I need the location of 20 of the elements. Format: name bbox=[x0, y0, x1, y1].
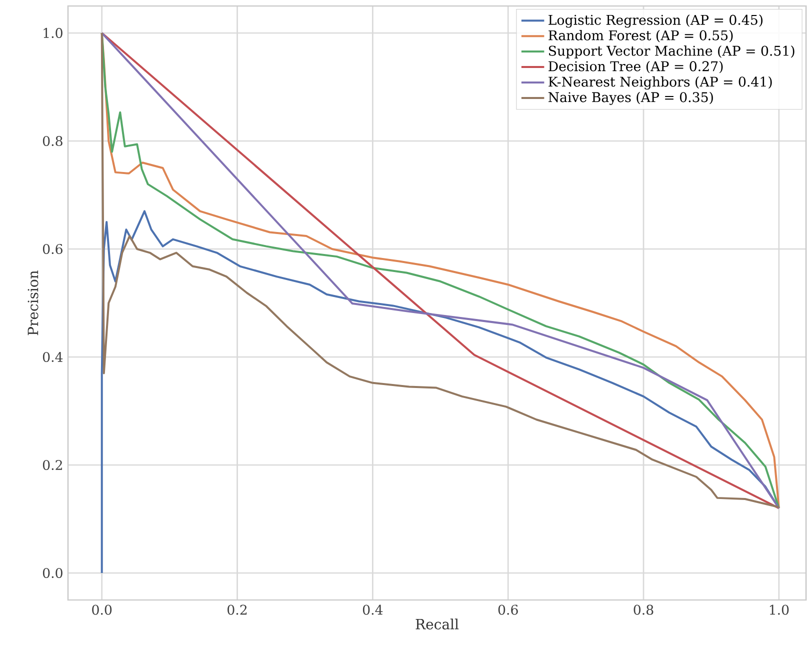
y-tick-label: 0.8 bbox=[42, 136, 62, 146]
x-tick-label: 0.8 bbox=[634, 604, 654, 615]
x-tick-label: 0.6 bbox=[498, 604, 518, 615]
y-tick-label: 0.2 bbox=[42, 460, 62, 470]
legend-label: Naive Bayes (AP = 0.35) bbox=[548, 92, 713, 105]
legend-label: Logistic Regression (AP = 0.45) bbox=[548, 14, 762, 28]
y-tick-label: 0.4 bbox=[42, 352, 63, 362]
y-axis-title: Precision bbox=[28, 270, 38, 336]
legend-label: Random Forest (AP = 0.55) bbox=[548, 30, 733, 42]
legend-label: Decision Tree (AP = 0.27) bbox=[548, 60, 723, 74]
x-tick-label: 0.2 bbox=[228, 604, 247, 615]
y-tick-label: 0.0 bbox=[42, 568, 62, 578]
x-tick-label: 1.0 bbox=[770, 604, 789, 615]
x-tick-label: 0.0 bbox=[92, 604, 112, 615]
x-tick-label: 0.4 bbox=[362, 604, 383, 615]
x-axis-title: Recall bbox=[416, 618, 459, 630]
y-tick-label: 1.0 bbox=[44, 28, 62, 38]
y-tick-label: 0.6 bbox=[42, 244, 62, 254]
legend-label: Support Vector Machine (AP = 0.51) bbox=[548, 45, 794, 58]
legend-label: K-Nearest Neighbors (AP = 0.41) bbox=[548, 76, 772, 90]
